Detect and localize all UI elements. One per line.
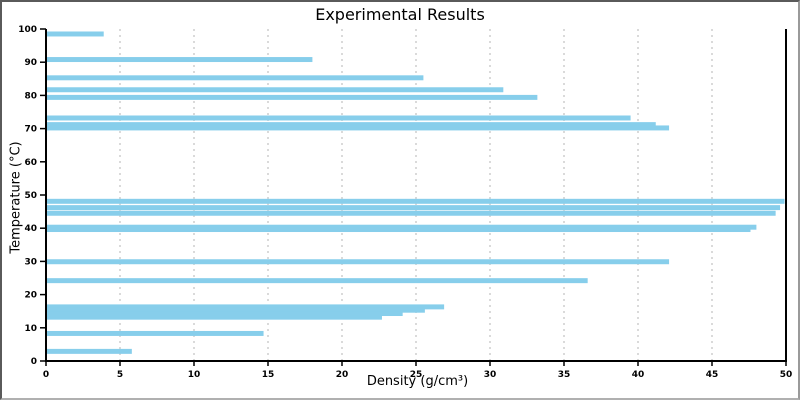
x-tick-label: 5 <box>117 370 123 380</box>
x-tick-label: 15 <box>262 370 275 380</box>
x-tick-label: 0 <box>43 370 49 380</box>
bar <box>47 125 670 131</box>
bar <box>47 75 424 81</box>
y-tick-label: 50 <box>24 191 37 201</box>
y-tick-label: 70 <box>24 125 37 135</box>
y-tick-label: 90 <box>24 58 37 68</box>
x-axis-label: Density (g/cm³) <box>366 374 469 389</box>
x-tick-label: 35 <box>558 370 571 380</box>
y-tick-label: 80 <box>24 91 37 101</box>
bar <box>47 122 656 128</box>
bar <box>47 278 588 284</box>
y-tick-label: 40 <box>24 224 37 234</box>
bar <box>47 259 670 265</box>
bar <box>47 205 781 211</box>
bar <box>47 330 264 336</box>
chart-title: Experimental Results <box>315 5 485 24</box>
y-tick-label: 10 <box>24 324 37 334</box>
y-tick-label: 100 <box>18 25 37 35</box>
y-tick-label: 0 <box>31 357 37 367</box>
bar <box>47 348 132 354</box>
x-tick-label: 10 <box>188 370 201 380</box>
bar <box>47 227 751 233</box>
x-tick-label: 20 <box>336 370 349 380</box>
bar <box>47 57 313 63</box>
bar <box>47 210 776 216</box>
bar <box>47 115 631 121</box>
bar <box>47 304 445 310</box>
y-tick-label: 30 <box>24 257 37 267</box>
bar <box>47 94 538 100</box>
x-tick-label: 45 <box>706 370 719 380</box>
x-tick-label: 40 <box>632 370 645 380</box>
bar <box>47 198 785 204</box>
bar <box>47 311 403 317</box>
bar <box>47 307 425 313</box>
y-tick-label: 20 <box>24 291 37 301</box>
x-tick-label: 50 <box>780 370 793 380</box>
x-tick-label: 25 <box>410 370 423 380</box>
bar <box>47 87 504 93</box>
bar <box>47 314 382 320</box>
y-tick-label: 60 <box>24 158 37 168</box>
x-tick-label: 30 <box>484 370 497 380</box>
bar <box>47 31 104 37</box>
